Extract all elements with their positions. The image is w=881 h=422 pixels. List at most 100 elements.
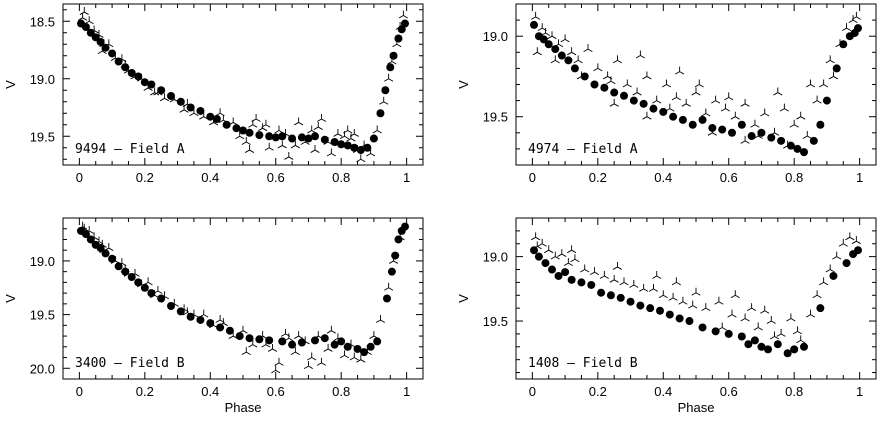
data-point-cross: [540, 27, 551, 36]
data-point-cross: [531, 11, 541, 20]
data-point-circle: [121, 267, 130, 276]
data-point-circle: [121, 63, 130, 72]
data-point-circle: [394, 34, 403, 43]
data-point-cross: [825, 264, 835, 273]
panel-label-bg: [526, 140, 654, 157]
panel-1408-field-b: 0 0.2 0.4 0.6 0.8 1 19.0 19.5 V Phase 1408 – Field…: [456, 217, 877, 415]
x-axis-label: Phase: [678, 400, 715, 415]
data-point-cross: [805, 79, 816, 88]
data-point-cross: [349, 352, 359, 361]
data-point-circle: [212, 115, 221, 123]
x-tick-label: 1: [856, 384, 863, 399]
data-point-circle: [96, 244, 105, 253]
data-point-cross: [789, 119, 799, 128]
data-point-circle: [629, 96, 638, 105]
data-point-circle: [816, 304, 825, 313]
x-tick-label: 0.4: [654, 170, 672, 185]
data-point-cross: [583, 44, 593, 52]
data-point-cross: [333, 128, 343, 137]
data-point-circle: [832, 64, 841, 73]
data-point-cross: [313, 331, 323, 339]
data-point-circle: [773, 340, 782, 349]
x-tick-label: 0.4: [201, 384, 219, 399]
data-point-cross: [159, 93, 170, 102]
data-point-cross: [567, 245, 577, 254]
x-tick-label: 0.8: [785, 170, 803, 185]
data-point-cross: [323, 343, 333, 352]
data-point-cross: [310, 145, 320, 153]
x-tick-label: 0: [76, 384, 83, 399]
data-point-cross: [747, 303, 757, 312]
data-point-cross: [671, 277, 681, 286]
data-point-cross: [182, 307, 192, 316]
data-point-cross: [805, 309, 816, 318]
data-point-cross: [769, 331, 780, 340]
data-point-cross: [398, 10, 408, 19]
data-points: [530, 11, 862, 157]
data-point-circle: [636, 301, 645, 310]
data-point-circle: [747, 132, 756, 141]
data-point-circle: [783, 349, 792, 358]
panel-3400-field-b: 0 0.2 0.4 0.6 0.8 1 19.0 19.5 20.0 V Phase 3400 – F…: [3, 217, 424, 415]
data-point-cross: [560, 34, 570, 43]
data-point-cross: [313, 122, 323, 130]
data-point-cross: [294, 331, 304, 339]
y-tick-label: 19.0: [483, 250, 508, 265]
data-point-cross: [349, 128, 359, 137]
data-point-cross: [284, 151, 294, 160]
data-point-circle: [196, 106, 205, 115]
data-point-cross: [244, 145, 255, 153]
data-point-cross: [356, 154, 366, 163]
data-point-circle: [320, 135, 329, 144]
data-point-circle: [616, 293, 625, 302]
data-point-circle: [544, 40, 553, 49]
x-tick-label: 1: [856, 170, 863, 185]
data-point-circle: [216, 323, 225, 332]
data-point-cross: [208, 117, 219, 126]
data-point-cross: [153, 87, 163, 96]
data-point-cross: [720, 103, 731, 112]
data-point-cross: [740, 313, 750, 322]
data-point-cross: [750, 119, 760, 128]
data-point-cross: [248, 339, 258, 348]
data-point-circle: [698, 115, 707, 124]
data-point-cross: [661, 79, 672, 88]
data-point-circle: [669, 112, 678, 121]
data-point-cross: [303, 361, 314, 370]
data-point-circle: [600, 83, 609, 92]
data-point-circle: [288, 340, 297, 349]
x-tick-label: 0.6: [720, 384, 738, 399]
data-point-circle: [387, 267, 396, 276]
data-point-cross: [819, 79, 829, 88]
data-point-cross: [84, 16, 94, 25]
data-point-cross: [290, 347, 300, 356]
data-point-circle: [548, 265, 556, 274]
panel-label: 4974 – Field A: [528, 142, 638, 157]
data-point-cross: [599, 270, 609, 279]
data-point-cross: [130, 268, 140, 277]
data-point-cross: [531, 232, 541, 241]
data-point-circle: [530, 246, 538, 255]
x-tick-label: 0.2: [589, 384, 607, 399]
data-point-cross: [300, 336, 310, 345]
data-point-cross: [550, 251, 560, 260]
data-point-circle: [649, 104, 658, 113]
panel-label-bg: [73, 140, 201, 157]
data-point-cross: [776, 328, 786, 337]
data-point-cross: [104, 243, 114, 251]
data-point-circle: [590, 80, 599, 89]
data-point-circle: [767, 133, 776, 142]
data-point-cross: [136, 73, 147, 82]
data-point-cross: [851, 11, 861, 20]
y-axis-label: V: [456, 294, 471, 303]
data-point-cross: [189, 108, 199, 117]
data-point-circle: [750, 336, 759, 345]
data-point-cross: [642, 71, 652, 80]
x-tick-label: 1: [403, 170, 410, 185]
data-point-cross: [110, 255, 120, 264]
data-point-cross: [753, 131, 763, 139]
data-point-circle: [744, 340, 753, 349]
data-point-cross: [300, 137, 310, 145]
data-point-circle: [790, 345, 799, 354]
